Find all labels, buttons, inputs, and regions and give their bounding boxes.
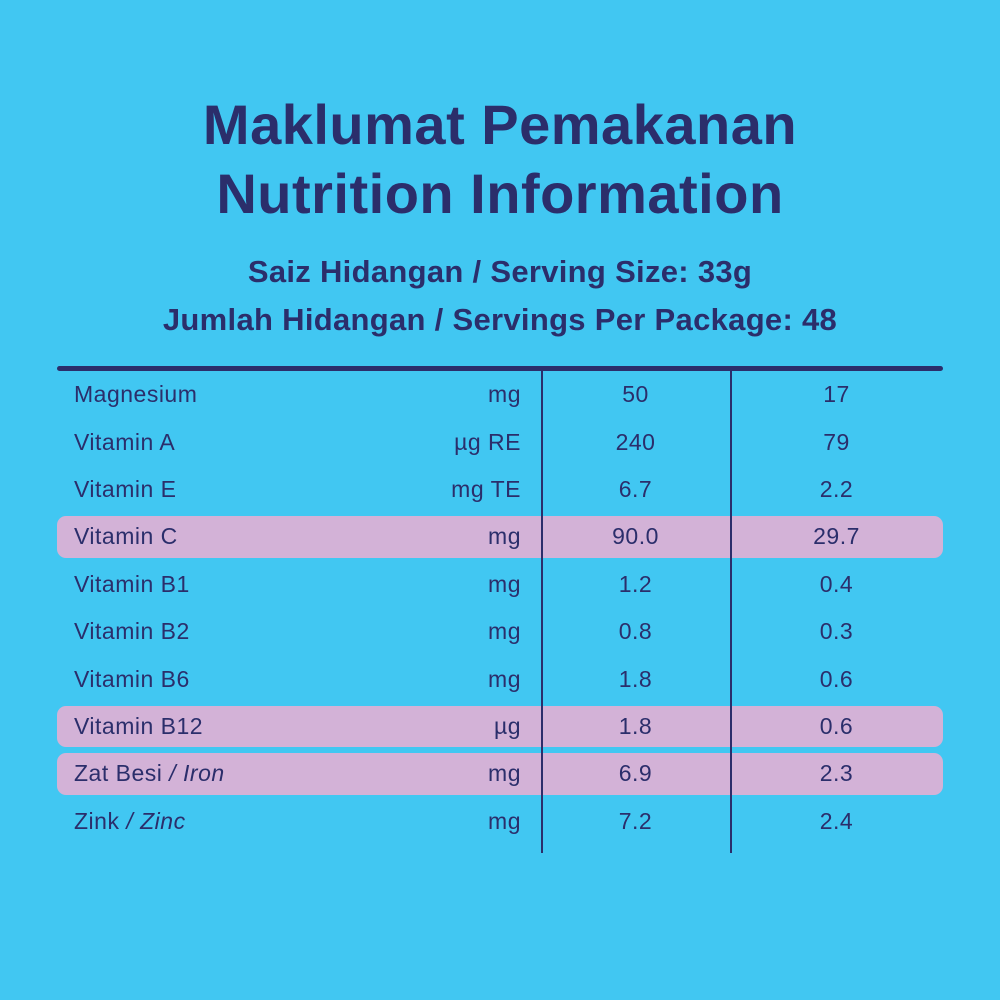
title-line-malay: Maklumat Pemakanan <box>202 93 798 156</box>
table-row: Vitamin B6 mg 1.8 0.6 <box>57 655 943 702</box>
table-row: Magnesium mg 50 17 <box>57 371 943 418</box>
nutrient-name: Vitamin B12 <box>74 712 204 739</box>
title-line-english: Nutrition Information <box>216 162 784 225</box>
table-row: Vitamin B1 mg 1.2 0.4 <box>57 561 943 608</box>
nutrient-value-1: 50 <box>622 381 649 408</box>
nutrient-value-1: 6.9 <box>618 760 653 787</box>
nutrient-value-2: 2.4 <box>819 807 854 834</box>
nutrient-value-2: 0.3 <box>819 618 854 645</box>
table-row: Vitamin E mg TE 6.7 2.2 <box>57 466 943 513</box>
serving-info: Saiz Hidangan / Serving Size: 33g Jumlah… <box>0 248 1000 344</box>
nutrient-unit: mg <box>488 665 521 692</box>
column-divider-2 <box>730 371 732 853</box>
table-row: Vitamin C mg 90.0 29.7 <box>57 513 943 560</box>
panel-title: Maklumat Pemakanan Nutrition Information <box>0 0 1000 228</box>
nutrient-value-1: 1.2 <box>618 570 653 597</box>
nutrient-unit: µg <box>493 712 521 739</box>
nutrient-value-2: 0.4 <box>819 570 854 597</box>
nutrient-name: Vitamin C <box>74 523 178 550</box>
nutrient-name: Vitamin B2 <box>74 618 190 645</box>
nutrient-value-1: 6.7 <box>618 475 653 502</box>
table-row: Zat Besi / Iron mg 6.9 2.3 <box>57 750 943 797</box>
nutrient-value-2: 79 <box>823 428 850 455</box>
nutrient-table: Magnesium mg 50 17 Vitamin A µg RE 240 7… <box>57 366 943 853</box>
nutrient-value-2: 2.3 <box>819 760 854 787</box>
nutrient-unit: mg <box>488 570 521 597</box>
nutrient-value-1: 240 <box>615 428 656 455</box>
nutrient-name: Vitamin A <box>74 428 176 455</box>
nutrient-value-1: 0.8 <box>618 618 653 645</box>
nutrient-value-2: 29.7 <box>813 523 860 550</box>
serving-size-line: Saiz Hidangan / Serving Size: 33g <box>247 254 753 289</box>
nutrient-unit: mg <box>488 381 521 408</box>
table-row: Zink / Zinc mg 7.2 2.4 <box>57 798 943 845</box>
table-row: Vitamin B12 µg 1.8 0.6 <box>57 703 943 750</box>
nutrient-unit: mg <box>488 807 521 834</box>
nutrient-name: Vitamin B6 <box>74 665 190 692</box>
nutrient-name: Zat Besi / Iron <box>74 760 225 787</box>
nutrient-unit: mg <box>488 618 521 645</box>
nutrient-unit: mg <box>488 523 521 550</box>
nutrient-unit: mg <box>488 760 521 787</box>
nutrient-name: Magnesium <box>74 381 198 408</box>
servings-per-package-line: Jumlah Hidangan / Servings Per Package: … <box>162 302 838 337</box>
nutrient-value-1: 7.2 <box>618 807 653 834</box>
nutrient-name: Zink / Zinc <box>74 807 186 834</box>
nutrient-unit: mg TE <box>451 475 521 502</box>
table-rows: Magnesium mg 50 17 Vitamin A µg RE 240 7… <box>57 371 943 845</box>
nutrient-value-1: 1.8 <box>618 712 653 739</box>
nutrient-value-2: 2.2 <box>819 475 854 502</box>
nutrient-value-2: 0.6 <box>819 665 854 692</box>
nutrient-name: Vitamin E <box>74 475 177 502</box>
nutrient-value-1: 90.0 <box>612 523 659 550</box>
table-row: Vitamin A µg RE 240 79 <box>57 418 943 465</box>
table-row: Vitamin B2 mg 0.8 0.3 <box>57 608 943 655</box>
table-top-rule <box>57 366 943 371</box>
nutrient-name: Vitamin B1 <box>74 570 190 597</box>
nutrient-unit: µg RE <box>454 428 521 455</box>
nutrient-value-2: 17 <box>823 381 850 408</box>
nutrient-value-2: 0.6 <box>819 712 854 739</box>
nutrient-value-1: 1.8 <box>618 665 653 692</box>
column-divider-1 <box>541 371 543 853</box>
